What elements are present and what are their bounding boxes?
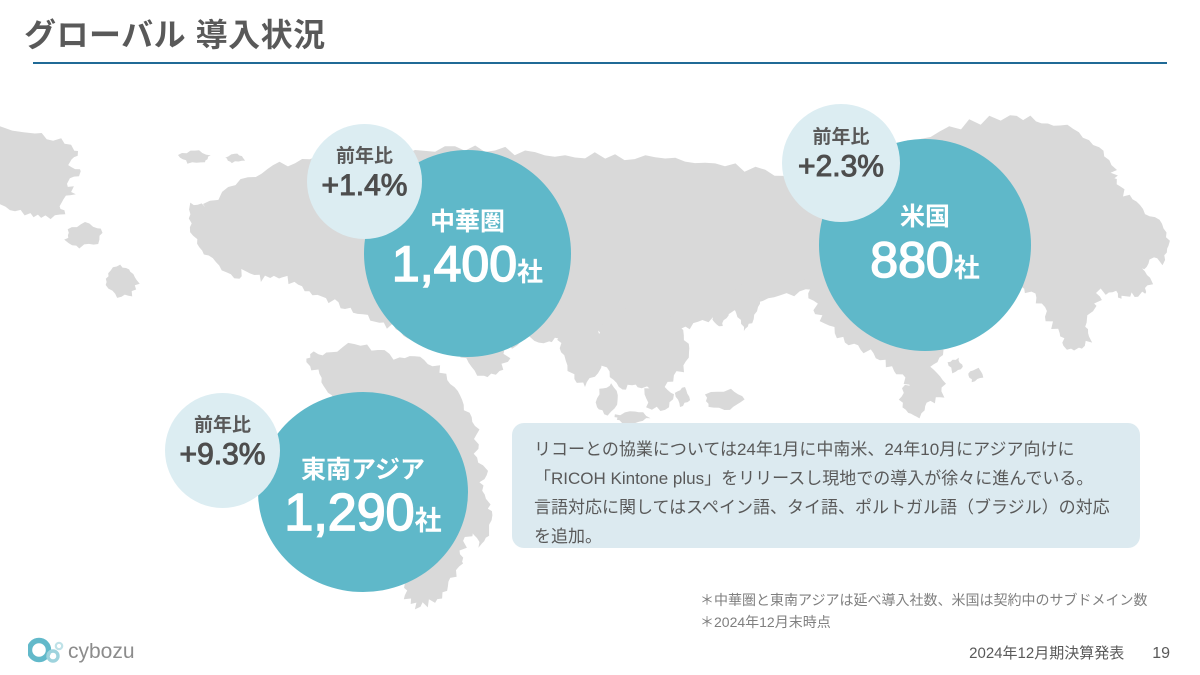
- svg-text:cybozu: cybozu: [68, 640, 135, 663]
